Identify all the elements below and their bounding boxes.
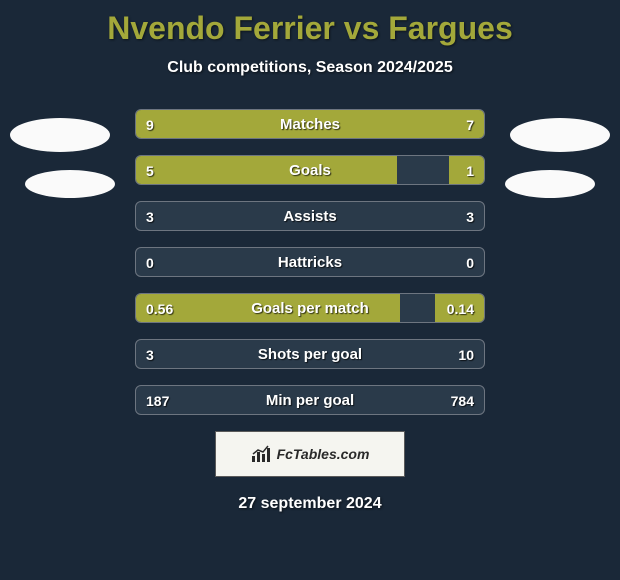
brand-text: FcTables.com — [277, 446, 370, 462]
stat-value-right: 0.14 — [447, 294, 474, 322]
stat-row: 0Hattricks0 — [135, 247, 485, 277]
team-right-logo-1 — [510, 118, 610, 152]
stat-row: 3Assists3 — [135, 201, 485, 231]
team-left-logo-2 — [25, 170, 115, 198]
stat-label: Hattricks — [136, 248, 484, 276]
stat-value-right: 784 — [451, 386, 474, 414]
stats-container: 9Matches7 5Goals1 3Assists3 0Hattricks0 0.56… — [135, 109, 485, 415]
chart-icon — [251, 445, 273, 463]
stat-label: Goals — [136, 156, 484, 184]
stat-label: Min per goal — [136, 386, 484, 414]
stat-label: Goals per match — [136, 294, 484, 322]
page-title: Nvendo Ferrier vs Fargues — [0, 0, 620, 47]
brand-badge: FcTables.com — [215, 431, 405, 477]
stat-label: Shots per goal — [136, 340, 484, 368]
stat-row: 187Min per goal784 — [135, 385, 485, 415]
stat-row: 9Matches7 — [135, 109, 485, 139]
subtitle: Club competitions, Season 2024/2025 — [0, 59, 620, 77]
team-right-logo-2 — [505, 170, 595, 198]
team-left-logo-1 — [10, 118, 110, 152]
stat-row: 0.56Goals per match0.14 — [135, 293, 485, 323]
stat-row: 3Shots per goal10 — [135, 339, 485, 369]
stat-value-right: 0 — [466, 248, 474, 276]
stat-value-right: 3 — [466, 202, 474, 230]
stat-label: Assists — [136, 202, 484, 230]
stat-value-right: 10 — [458, 340, 474, 368]
date-label: 27 september 2024 — [0, 495, 620, 513]
stat-row: 5Goals1 — [135, 155, 485, 185]
stat-value-right: 7 — [466, 110, 474, 138]
stat-label: Matches — [136, 110, 484, 138]
stat-value-right: 1 — [466, 156, 474, 184]
